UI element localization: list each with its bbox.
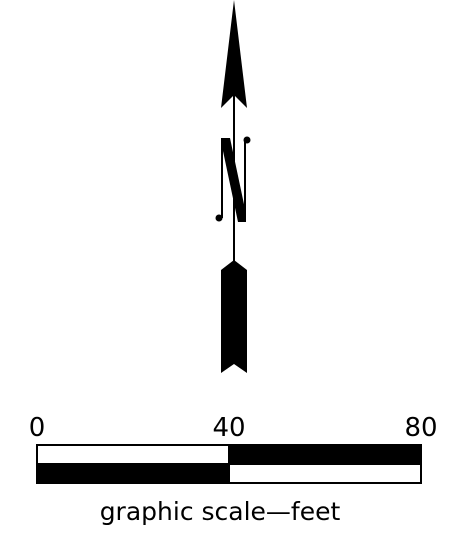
- north-letter-n-icon: [215, 136, 251, 222]
- scale-label-80: 80: [404, 413, 437, 443]
- north-arrow-icon: [215, 0, 251, 373]
- scale-segment-2-top: [228, 444, 422, 465]
- scale-segment-2-bottom: [228, 463, 422, 484]
- scale-segment-1-top: [36, 444, 230, 465]
- scale-segment-1-bottom: [36, 463, 230, 484]
- scale-label-40: 40: [212, 413, 245, 443]
- north-arrow-head: [221, 0, 247, 108]
- scale-label-0: 0: [29, 413, 46, 443]
- north-arrow-tail: [221, 260, 247, 373]
- scale-caption: graphic scale—feet: [100, 497, 341, 526]
- graphic-scale-bar: 0 40 80 graphic scale—feet: [29, 413, 438, 526]
